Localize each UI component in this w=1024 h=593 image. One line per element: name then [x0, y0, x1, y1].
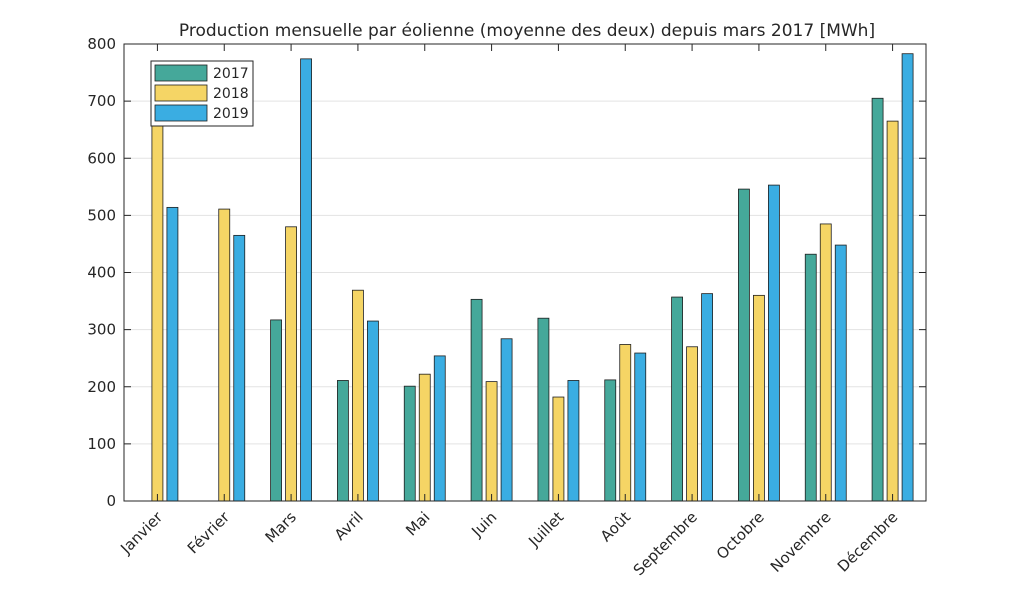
bar-2019-septembre [701, 293, 713, 502]
bar-2018-juin [485, 381, 498, 502]
legend-label: 2019 [213, 106, 249, 122]
bar-2017-mars [270, 319, 282, 502]
y-axis: 0 100 200 300 400 500 600 700 800 [87, 35, 926, 510]
bar-2019-février [233, 234, 246, 502]
bar-2018-septembre [686, 346, 698, 502]
bar-2019-octobre [768, 184, 780, 502]
bar-2017-juin [470, 298, 483, 502]
bar-2019-juin [500, 338, 513, 502]
bar-2018-février [218, 208, 231, 502]
bar-2019-juillet [567, 380, 580, 502]
y-tick-label: 0 [106, 492, 116, 510]
bar-2017-septembre [671, 296, 683, 502]
bar-2019-mars [300, 58, 312, 502]
bar-2018-décembre [886, 120, 899, 502]
bar-2018-mai [418, 373, 431, 502]
legend: 2017 2018 2019 [150, 60, 254, 127]
bar-2019-janvier [166, 206, 179, 502]
bar-2018-juillet [552, 396, 565, 502]
y-tick-label: 400 [87, 264, 116, 282]
legend-label: 2018 [213, 86, 249, 102]
legend-swatch-2019 [154, 104, 208, 122]
y-tick-label: 200 [87, 378, 116, 396]
chart-title: Production mensuelle par éolienne (moyen… [179, 21, 875, 41]
bar-2019-avril [367, 320, 379, 502]
bar-2017-juillet [537, 317, 550, 502]
bars-layer [151, 53, 914, 502]
y-tick-label: 800 [87, 35, 116, 53]
bar-2018-avril [352, 289, 364, 502]
bar-2018-janvier [151, 112, 164, 502]
legend-swatch-2017 [154, 64, 208, 82]
y-tick-label: 600 [87, 149, 116, 167]
bar-2019-décembre [901, 53, 914, 502]
y-tick-label: 500 [87, 206, 116, 224]
legend-label: 2017 [213, 66, 249, 82]
bar-2018-août [619, 344, 632, 502]
bar-2017-mai [403, 385, 416, 502]
y-tick-label: 300 [87, 321, 116, 339]
bar-2018-octobre [753, 294, 765, 502]
bar-2017-décembre [871, 97, 884, 502]
bar-2017-novembre [804, 253, 817, 502]
y-tick-label: 100 [87, 435, 116, 453]
bar-2019-août [634, 352, 647, 502]
y-tick-label: 700 [87, 92, 116, 110]
legend-swatch-2018 [154, 84, 208, 102]
grid-layer [124, 100, 926, 445]
bar-2017-août [604, 379, 617, 502]
bar-2019-mai [433, 355, 446, 502]
bar-2018-mars [285, 226, 297, 502]
bar-2017-avril [337, 380, 349, 502]
bar-2017-octobre [738, 188, 750, 502]
bar-2019-novembre [834, 244, 847, 502]
bar-2018-novembre [819, 223, 832, 502]
